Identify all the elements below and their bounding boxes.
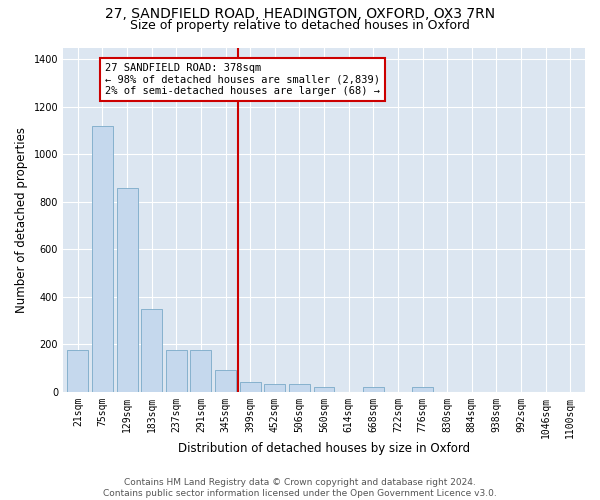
Bar	[239, 382, 260, 392]
X-axis label: Distribution of detached houses by size in Oxford: Distribution of detached houses by size …	[178, 442, 470, 455]
Bar	[289, 384, 310, 392]
Bar	[141, 308, 162, 392]
Text: Size of property relative to detached houses in Oxford: Size of property relative to detached ho…	[130, 18, 470, 32]
Bar	[215, 370, 236, 392]
Bar	[190, 350, 211, 392]
Text: 27 SANDFIELD ROAD: 378sqm
← 98% of detached houses are smaller (2,839)
2% of sem: 27 SANDFIELD ROAD: 378sqm ← 98% of detac…	[105, 63, 380, 96]
Bar	[265, 384, 285, 392]
Bar	[116, 188, 137, 392]
Text: 27, SANDFIELD ROAD, HEADINGTON, OXFORD, OX3 7RN: 27, SANDFIELD ROAD, HEADINGTON, OXFORD, …	[105, 8, 495, 22]
Bar	[166, 350, 187, 392]
Bar	[314, 386, 334, 392]
Text: Contains HM Land Registry data © Crown copyright and database right 2024.
Contai: Contains HM Land Registry data © Crown c…	[103, 478, 497, 498]
Bar	[67, 350, 88, 392]
Bar	[412, 386, 433, 392]
Bar	[363, 386, 384, 392]
Bar	[92, 126, 113, 392]
Y-axis label: Number of detached properties: Number of detached properties	[15, 126, 28, 312]
